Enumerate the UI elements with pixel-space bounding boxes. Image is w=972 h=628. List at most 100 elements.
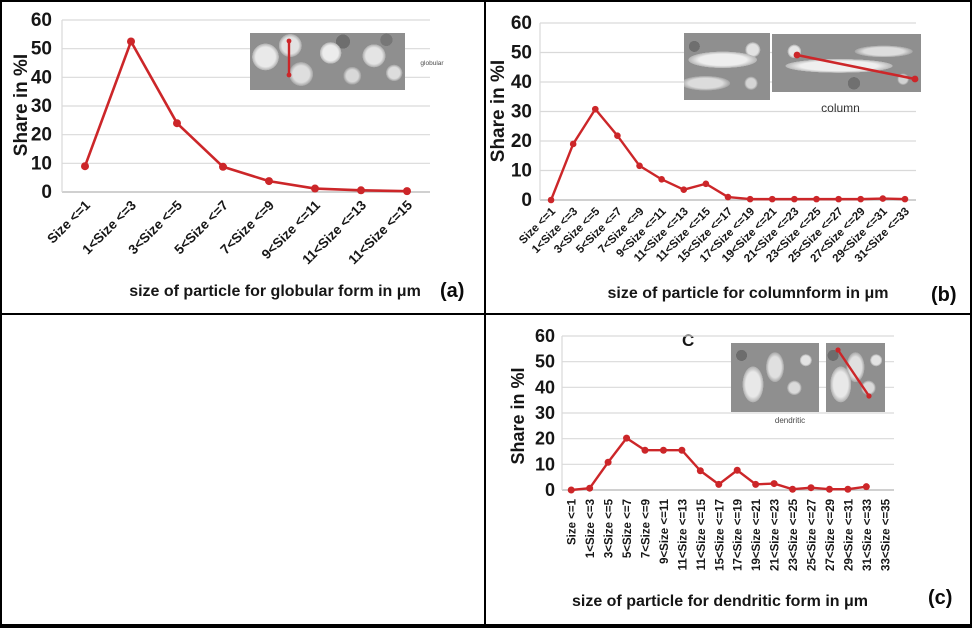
y-tick-label: 40: [535, 377, 555, 397]
data-point: [219, 162, 227, 171]
data-point: [733, 466, 741, 474]
y-tick-label: 20: [511, 131, 532, 152]
y-tick-label: 50: [511, 43, 532, 64]
data-point: [311, 184, 319, 193]
data-point: [835, 195, 842, 203]
data-point: [696, 467, 704, 475]
data-point: [569, 140, 577, 148]
data-point: [807, 484, 815, 492]
y-tick-label: 60: [535, 326, 555, 346]
x-tick-label: Size <=1: [567, 498, 579, 545]
y-tick-label: 30: [511, 102, 532, 123]
data-point: [813, 195, 820, 203]
data-line: [549, 107, 905, 201]
sem-inset-dendritic-2: [826, 343, 885, 412]
x-tick-label: 5<Size <=7: [622, 499, 634, 558]
x-axis-title-b: size of particle for columnform in μm: [607, 285, 889, 302]
x-tick-label: 25<Size <=27: [807, 499, 819, 571]
x-tick-label: 11<Size <=15: [696, 498, 708, 570]
x-tick-label: 27<Size <=29: [825, 499, 837, 571]
data-point: [825, 485, 833, 493]
data-point: [715, 480, 723, 488]
data-point: [567, 486, 575, 494]
panel-c: C Share in %I 0 10 20 30 40 50 60 Size <=1 1<Siz…: [486, 315, 970, 624]
x-tick-label: 3<Size <=5: [604, 498, 616, 558]
data-point: [789, 485, 797, 493]
data-point: [623, 434, 631, 442]
panel-label-c: (c): [928, 587, 953, 609]
data-point: [173, 119, 181, 128]
x-tick-label: 29<Size <=31: [843, 498, 855, 571]
y-tick-label: 40: [31, 67, 52, 88]
data-point: [591, 105, 599, 113]
y-tick-label: 20: [535, 429, 555, 449]
data-point: [724, 193, 732, 201]
x-tick-label: 17<Size <=19: [733, 499, 745, 571]
sem-inset-column-2: [772, 34, 921, 92]
y-tick-label: 10: [535, 454, 555, 474]
y-tick-label: 10: [511, 161, 532, 182]
data-point: [678, 446, 686, 454]
x-tick-label: 23<Size <=25: [788, 498, 800, 571]
x-axis-title-c: size of particle for dendritic form in μ…: [571, 593, 869, 610]
data-point: [862, 483, 870, 491]
data-point: [680, 186, 688, 193]
data-point: [844, 485, 852, 493]
x-tick-label: 33<Size <=35: [880, 498, 892, 571]
data-point: [746, 195, 754, 203]
data-point: [403, 187, 411, 196]
measurement-line-diagonal: [835, 347, 872, 399]
x-tick-label: 11<Size <=13: [677, 499, 689, 570]
inset-label-column: column: [821, 101, 860, 115]
y-tick-label: 60: [511, 13, 532, 34]
y-tick-label: 10: [31, 153, 52, 174]
data-point: [357, 186, 365, 195]
y-tick-label: 0: [521, 190, 532, 211]
sem-inset-column-1: [684, 33, 770, 100]
data-point: [901, 195, 909, 203]
sem-inset-globular: [250, 33, 405, 90]
x-tick-label: 7<Size <=9: [641, 499, 653, 558]
grid-divider-vertical: [484, 2, 486, 624]
data-point: [702, 180, 710, 188]
chart-c-plot: 0 10 20 30 40 50 60 Size <=1 1<Size <=3 3<Size <=…: [535, 326, 894, 571]
panel-a: Share in %I 0 10 20 30 40 50 60 Size <=1 1<Size …: [2, 2, 484, 313]
x-tick-label: 15<Size <=17: [714, 499, 726, 571]
data-line: [83, 40, 408, 193]
x-tick-label: 31<Size <=33: [862, 499, 874, 571]
data-point: [127, 37, 135, 46]
x-tick-label: 19<Size <=21: [751, 498, 763, 571]
y-tick-label: 0: [545, 480, 555, 500]
x-tick-label: 21<Size <=23: [770, 499, 782, 571]
data-point: [604, 458, 612, 466]
panel-label-a: (a): [440, 280, 465, 302]
sem-inset-dendritic-1: [731, 343, 819, 412]
data-point: [586, 484, 594, 492]
data-point: [658, 176, 665, 183]
y-tick-label: 30: [535, 403, 555, 423]
panel-b: Share in %I 0 10 20 30 40 50 60 Size <=1 1<Size …: [486, 2, 970, 313]
inset-label-dendritic: dendritic: [774, 416, 806, 425]
measurement-line-horizontal: [793, 51, 919, 83]
y-tick-label: 60: [31, 10, 52, 31]
y-tick-label: 50: [31, 39, 52, 60]
panel-label-b: (b): [931, 284, 957, 306]
data-point: [659, 446, 667, 454]
inset-label-globular: globular: [420, 60, 444, 67]
data-point: [857, 195, 865, 203]
data-point: [265, 177, 273, 186]
data-point: [81, 162, 89, 171]
data-point: [752, 480, 760, 488]
x-axis-title-a: size of particle for globular form in μm: [129, 283, 421, 300]
y-tick-label: 30: [31, 96, 52, 117]
x-tick-label: 9<Size <=11: [659, 498, 671, 564]
data-point: [547, 196, 555, 204]
measurement-line-vertical: [286, 38, 292, 78]
y-tick-label: 0: [41, 182, 52, 203]
data-point: [879, 195, 887, 202]
y-tick-label: 20: [31, 125, 52, 146]
data-point: [791, 195, 798, 203]
